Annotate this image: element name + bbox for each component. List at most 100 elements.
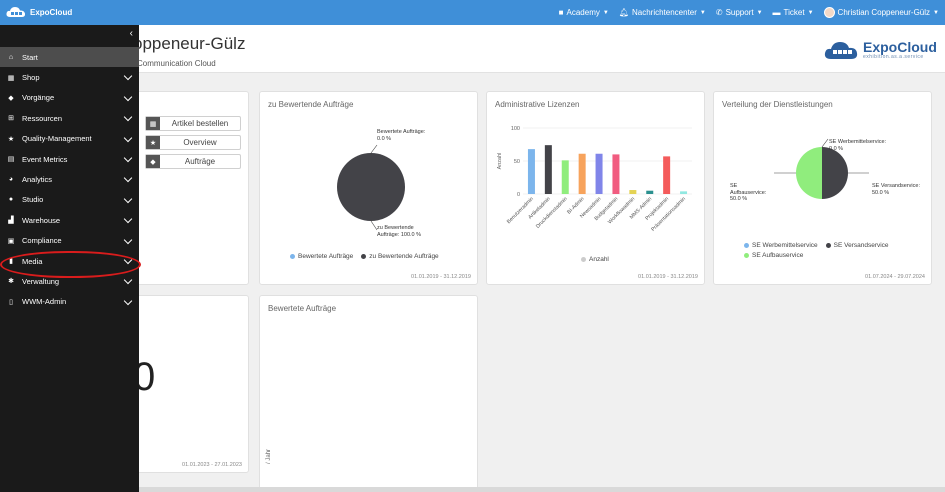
chevron-down-icon: [123, 174, 133, 183]
sidebar-item-shop[interactable]: ▦ Shop: [0, 67, 139, 87]
sidebar-item-analytics[interactable]: ◕ Analytics: [0, 169, 139, 189]
legend-dot: [744, 253, 749, 258]
bar[interactable]: [561, 160, 569, 194]
sidebar-item-event-metrics[interactable]: ▤ Event Metrics: [0, 149, 139, 169]
sidebar-item-label: Ressourcen: [22, 113, 63, 123]
orders-label: Aufträge: [184, 157, 216, 166]
page-subtitle: Communication Cloud: [137, 59, 216, 68]
bar[interactable]: [680, 191, 688, 194]
pie-label-aufbauservice: SE Aufbauservice: 50.0 %: [730, 183, 767, 202]
bar[interactable]: [578, 153, 586, 194]
sidebar-item-label: Shop: [22, 73, 40, 83]
star-icon: ★: [146, 136, 160, 149]
legend-label: SE Aufbauservice: [752, 252, 804, 259]
chevron-down-icon: [123, 112, 133, 122]
date-range: 01.07.2024 - 29.07.2024: [865, 274, 925, 280]
bar[interactable]: [663, 156, 671, 194]
bar[interactable]: [629, 190, 637, 194]
tag-icon: ◆: [8, 94, 14, 102]
legend-item[interactable]: Bewertete Aufträge: [290, 253, 353, 260]
chevron-down-icon: [123, 72, 133, 81]
pie-slice-aufbauservice[interactable]: [796, 147, 822, 199]
legend-label: Anzahl: [589, 256, 609, 263]
orders-button[interactable]: ◆ Aufträge: [145, 154, 241, 169]
caret-down-icon: ▼: [756, 9, 763, 16]
overview-label: Overview: [183, 138, 217, 147]
file-alt-icon: ▯: [9, 298, 13, 306]
pie-slice-versandservice[interactable]: [822, 147, 848, 199]
home-icon: ⌂: [8, 53, 14, 61]
bar[interactable]: [612, 154, 620, 194]
top-navbar: ExpoCloud ■ Academy ▼ 🔔︎ Nachrichtencente…: [0, 0, 945, 25]
caret-down-icon: ▼: [602, 9, 609, 16]
bar[interactable]: [527, 149, 535, 194]
date-range: 01.01.2023 - 27.01.2023: [182, 462, 242, 468]
sidebar-item-label: Studio: [22, 195, 44, 205]
bar[interactable]: [595, 153, 603, 194]
caret-down-icon: ▼: [807, 9, 814, 16]
sidebar-item-verwaltung[interactable]: ✱ Verwaltung: [0, 271, 139, 291]
sidebar-item-vorgaenge[interactable]: ◆ Vorgänge: [0, 88, 139, 108]
sidebar-item-start[interactable]: ⌂ Start: [0, 47, 139, 68]
auftraege-pie-chart: [337, 144, 405, 231]
nav-academy[interactable]: ■ Academy ▼: [559, 8, 609, 17]
avatar: [823, 7, 835, 18]
sidebar-item-studio[interactable]: ● Studio: [0, 190, 139, 210]
lizenzen-bar-card: Administrative Lizenzen Anzahl 0 50 100 Ben…: [486, 91, 705, 285]
cart-icon: ▦: [146, 117, 160, 130]
cloud-logo-icon: [824, 42, 858, 59]
order-article-button[interactable]: ▦ Artikel bestellen: [145, 116, 241, 131]
y-axis-label: Anzahl: [497, 153, 503, 170]
chevron-left-icon[interactable]: ‹: [129, 28, 133, 39]
sidebar-item-label: Warehouse: [22, 215, 61, 225]
sidebar-item-quality-management[interactable]: ★ Quality-Management: [0, 129, 139, 149]
y-tick-label: 50: [514, 159, 520, 165]
pie-label-bewertete: Bewertete Aufträge: 0.0 %: [377, 129, 426, 142]
pie-slice-zu-bewertende[interactable]: [337, 153, 405, 221]
date-range: 01.01.2019 - 31.12.2019: [411, 274, 471, 280]
dienstleistungen-pie-card: Verteilung der Dienstleistungen SE Werbe…: [713, 91, 932, 285]
sidebar-item-warehouse[interactable]: ▟ Warehouse: [0, 210, 139, 230]
legend-item[interactable]: SE Versandservice: [825, 242, 889, 249]
star-icon: ★: [7, 135, 15, 143]
y-tick-label: 100: [511, 126, 520, 132]
nav-nachrichtencenter[interactable]: 🔔︎ Nachrichtencenter ▼: [619, 8, 706, 17]
horizontal-scrollbar[interactable]: [139, 487, 945, 492]
sitemap-icon: ⊞: [8, 115, 14, 123]
legend-dot: [581, 257, 586, 262]
palette-icon: ●: [8, 196, 14, 204]
pie-chart-icon: ◕: [8, 176, 14, 184]
order-article-label: Artikel bestellen: [171, 119, 229, 128]
nav-support[interactable]: ✆ Support ▼: [716, 8, 763, 17]
sidebar-item-label: Verwaltung: [22, 276, 60, 286]
sidebar-item-label: Compliance: [22, 236, 62, 246]
nav-ticket[interactable]: ▬ Ticket ▼: [773, 8, 814, 17]
chevron-down-icon: [123, 194, 133, 203]
dienstleistungen-pie-chart: [774, 138, 869, 199]
legend-item[interactable]: Anzahl: [581, 256, 609, 263]
ticket-icon: ▬: [772, 8, 781, 17]
industry-icon: ▟: [8, 217, 14, 225]
legend-label: SE Werbemittelservice: [752, 242, 818, 249]
sidebar-item-wwm-admin[interactable]: ▯ WWM-Admin: [0, 292, 139, 312]
legend-item[interactable]: zu Bewertende Aufträge: [361, 253, 439, 260]
legend-label: zu Bewertende Aufträge: [369, 253, 439, 260]
nav-user[interactable]: Christian Coppeneur-Gülz ▼: [823, 7, 939, 18]
nav-ticket-label: Ticket: [783, 8, 805, 17]
legend-item[interactable]: SE Werbemittelservice: [744, 242, 818, 249]
overview-button[interactable]: ★ Overview: [145, 135, 241, 150]
brand[interactable]: ExpoCloud: [5, 5, 72, 19]
sidebar-item-ressourcen[interactable]: ⊞ Ressourcen: [0, 108, 139, 128]
legend-dot: [361, 254, 367, 259]
legend-dot: [825, 243, 831, 248]
sidebar: ‹ ⌂ Start ▦ Shop ◆ Vorgänge ⊞ Ressourcen ★ Qu…: [0, 25, 141, 492]
phone-icon: ✆: [715, 8, 723, 17]
bar[interactable]: [544, 145, 552, 194]
lizenzen-bar-chart: Anzahl 050100BenutzeradminArtikeladminDr…: [497, 126, 692, 233]
card-title: Bewertete Aufträge: [268, 304, 337, 313]
bar[interactable]: [646, 190, 654, 194]
legend-item[interactable]: SE Aufbauservice: [744, 252, 803, 259]
sidebar-item-compliance[interactable]: ▣ Compliance: [0, 231, 139, 251]
auftraege-pie-card: zu Bewertende Aufträge Bewertete Aufträg…: [259, 91, 478, 285]
pie-label-zu-bewertende: zu Bewertende Aufträge: 100.0 %: [377, 225, 422, 238]
